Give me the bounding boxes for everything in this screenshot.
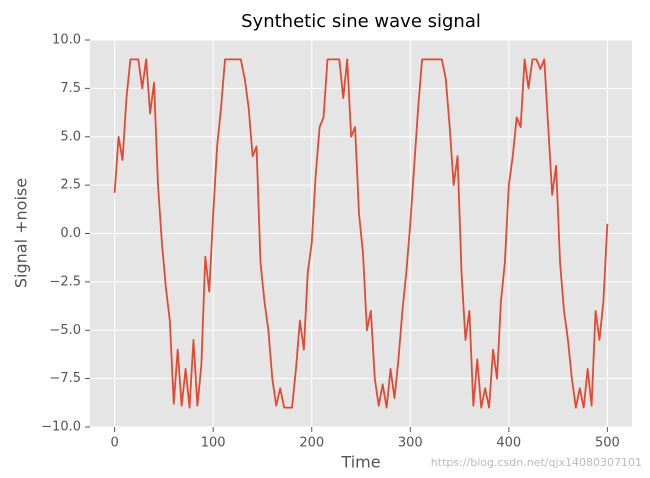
y-tick-label: −10.0 [41,420,81,435]
y-tick-label: −7.5 [49,371,81,386]
y-tick-label: −5.0 [49,323,81,338]
x-tick-label: 200 [299,436,324,451]
x-tick-label: 300 [398,436,423,451]
y-tick-label: 5.0 [60,129,81,144]
chart-title: Synthetic sine wave signal [241,11,481,32]
line-series [113,58,609,409]
y-tick-label: 2.5 [60,178,81,193]
watermark: https://blog.csdn.net/qjx14080307101 [431,456,642,469]
x-axis-label: Time [340,453,380,472]
x-tick-label: 0 [110,436,118,451]
x-tick-label: 500 [595,436,620,451]
x-tick-label: 100 [201,436,226,451]
y-tick-label: 7.5 [60,81,81,96]
y-tick-label: 0.0 [60,226,81,241]
x-tick-label: 400 [496,436,521,451]
y-axis-label: Signal +noise [12,178,31,288]
y-tick-label: 10.0 [52,33,81,48]
y-tick-label: −2.5 [49,274,81,289]
